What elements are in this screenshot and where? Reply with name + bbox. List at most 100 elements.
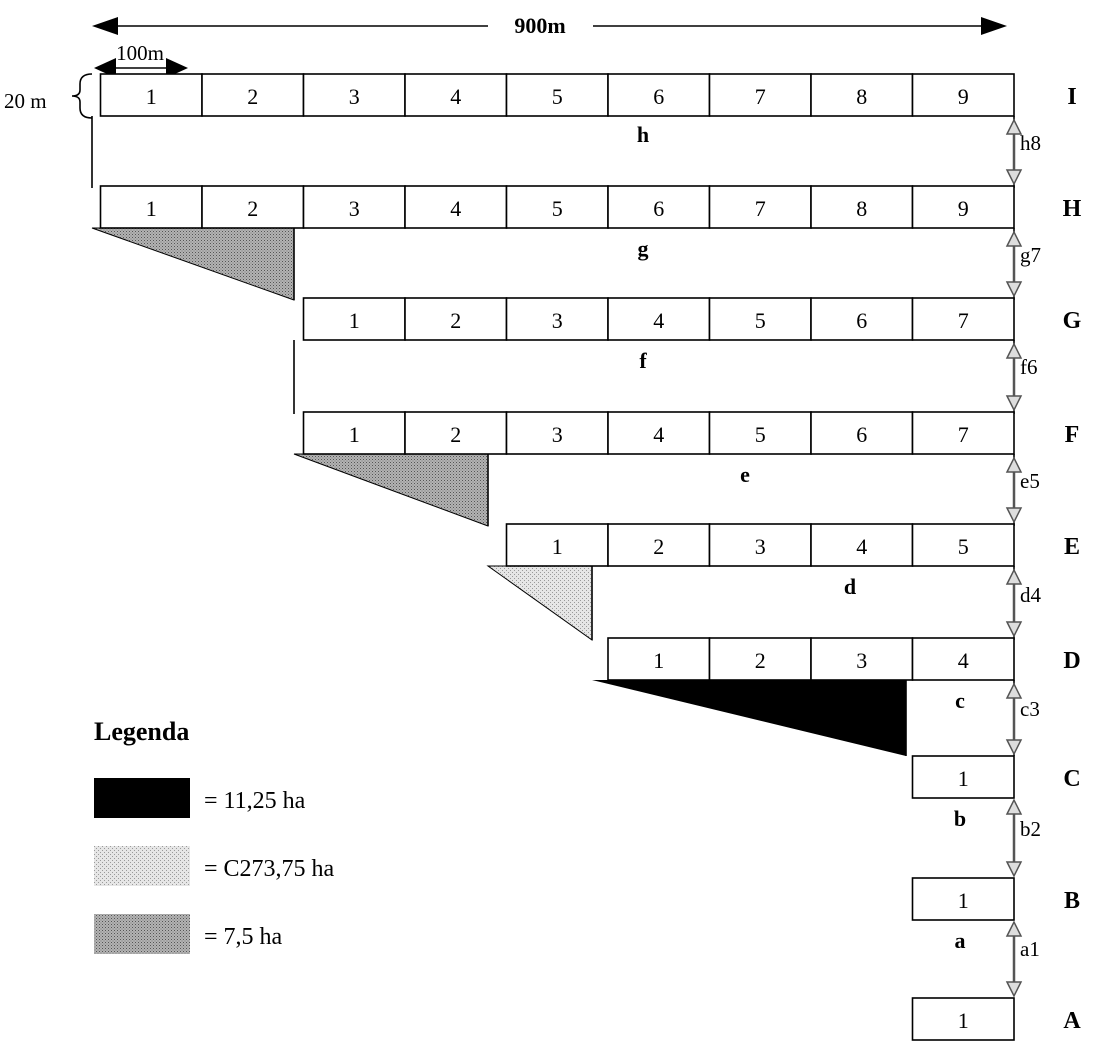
plot-cell [607, 185, 711, 229]
plot-rows: 1 2 3 4 5 6 7 8 9 I 1 2 3 4 5 6 7 8 9 H 1 2 3 4 5 6 7 G 1 2 3 4 5 6 7 F 1 2 3 4… [99, 73, 1082, 1041]
row-F: 1 2 3 4 5 6 7 F [302, 411, 1079, 455]
plot-cell-number: 5 [552, 84, 563, 109]
gap-label: f6 [1020, 355, 1038, 379]
black-triangle-d [592, 680, 906, 756]
gap-arrow-down [1005, 621, 1023, 638]
plot-cell-number: 2 [450, 422, 461, 447]
gap-d: d4 d [844, 568, 1042, 638]
plot-cell-number: 1 [349, 422, 360, 447]
plot-cell-number: 6 [856, 308, 867, 333]
gap-letter: b [954, 806, 966, 831]
plot-cell-number: 7 [958, 422, 969, 447]
row-D: 1 2 3 4 D [607, 637, 1081, 681]
legend-swatch-black [94, 778, 190, 818]
plot-cell [911, 755, 1015, 799]
plot-cell-number: 1 [146, 84, 157, 109]
gap-letter: d [844, 574, 856, 599]
plot-cell-number: 4 [450, 84, 461, 109]
gap-arrow-down [1005, 281, 1023, 298]
row-letter: G [1063, 308, 1082, 334]
gap-arrow-up [1005, 118, 1023, 135]
gap-g: g7 g [638, 230, 1041, 298]
plot-cell [607, 637, 711, 681]
gap-a: a1 a [955, 920, 1040, 998]
plot-cell [911, 297, 1015, 341]
plot-cell [607, 523, 711, 567]
plot-cell [505, 523, 609, 567]
gap-h: h8 h [637, 118, 1041, 186]
plot-cell [708, 185, 812, 229]
plot-cell [99, 185, 203, 229]
plot-cell [607, 297, 711, 341]
plot-cell-number: 4 [856, 534, 867, 559]
plot-cell-number: 5 [552, 196, 563, 221]
gap-letter: h [637, 122, 649, 147]
shaded-triangle-f [293, 453, 489, 527]
plot-cell [708, 297, 812, 341]
plot-cell [810, 637, 914, 681]
legend-title: Legenda [94, 717, 189, 746]
gap-arrow-up [1005, 342, 1023, 359]
plot-cell-number: 8 [856, 84, 867, 109]
gap-letter: g [638, 236, 649, 261]
gap-label: d4 [1020, 583, 1042, 607]
legend-label-medium: = 7,5 ha [204, 924, 283, 950]
gap-label: c3 [1020, 697, 1040, 721]
row-letter: B [1064, 888, 1080, 914]
plot-cell [708, 73, 812, 117]
plot-cell-number: 4 [450, 196, 461, 221]
plot-cell-number: 2 [247, 196, 258, 221]
plot-cell [302, 73, 406, 117]
cell-width-label: 100m [116, 41, 164, 65]
gap-b: b2 b [954, 798, 1041, 878]
total-width-dimension: 900m [92, 13, 1007, 38]
plot-cell-number: 3 [349, 196, 360, 221]
plot-cell-number: 9 [958, 196, 969, 221]
gap-arrow-up [1005, 230, 1023, 247]
plot-cell-number: 7 [755, 196, 766, 221]
gap-arrow-down [1005, 739, 1023, 756]
plot-cell [302, 411, 406, 455]
gap-letter: f [639, 348, 647, 373]
plot-cell [404, 411, 508, 455]
plot-cell [201, 185, 305, 229]
plot-cell-number: 5 [755, 308, 766, 333]
plot-cell [911, 73, 1015, 117]
plot-cell-number: 1 [958, 1008, 969, 1033]
plot-cell-number: 9 [958, 84, 969, 109]
plot-cell-number: 7 [958, 308, 969, 333]
legend-swatch-medium [94, 914, 190, 954]
shaded-triangle-e [486, 565, 593, 641]
row-letter: D [1063, 648, 1080, 674]
plot-cell [911, 185, 1015, 229]
plot-cell-number: 2 [247, 84, 258, 109]
gap-label: g7 [1020, 243, 1041, 267]
gap-arrow-down [1005, 169, 1023, 186]
row-E: 1 2 3 4 5 E [505, 523, 1080, 567]
gap-label: h8 [1020, 131, 1041, 155]
gap-label: e5 [1020, 469, 1040, 493]
plot-cell-number: 7 [755, 84, 766, 109]
total-width-label: 900m [514, 13, 565, 38]
gap-arrow-down [1005, 861, 1023, 878]
plot-cell [302, 297, 406, 341]
gap-arrow-up [1005, 568, 1023, 585]
plot-cell-number: 2 [653, 534, 664, 559]
plot-cell-number: 5 [755, 422, 766, 447]
legend-label-black: = 11,25 ha [204, 788, 306, 814]
plot-cell-number: 3 [755, 534, 766, 559]
plot-cell-number: 1 [958, 888, 969, 913]
plot-cell-number: 4 [958, 648, 969, 673]
shaded-triangle-h [91, 227, 295, 301]
plot-cell [810, 185, 914, 229]
plot-cell-number: 5 [958, 534, 969, 559]
plot-cell-number: 2 [755, 648, 766, 673]
plot-cell-number: 6 [653, 196, 664, 221]
plot-cell [911, 637, 1015, 681]
plot-cell [810, 297, 914, 341]
plot-cell-number: 3 [349, 84, 360, 109]
gap-c: c3 c [955, 682, 1040, 756]
plot-cell [911, 523, 1015, 567]
plot-cell-number: 1 [146, 196, 157, 221]
